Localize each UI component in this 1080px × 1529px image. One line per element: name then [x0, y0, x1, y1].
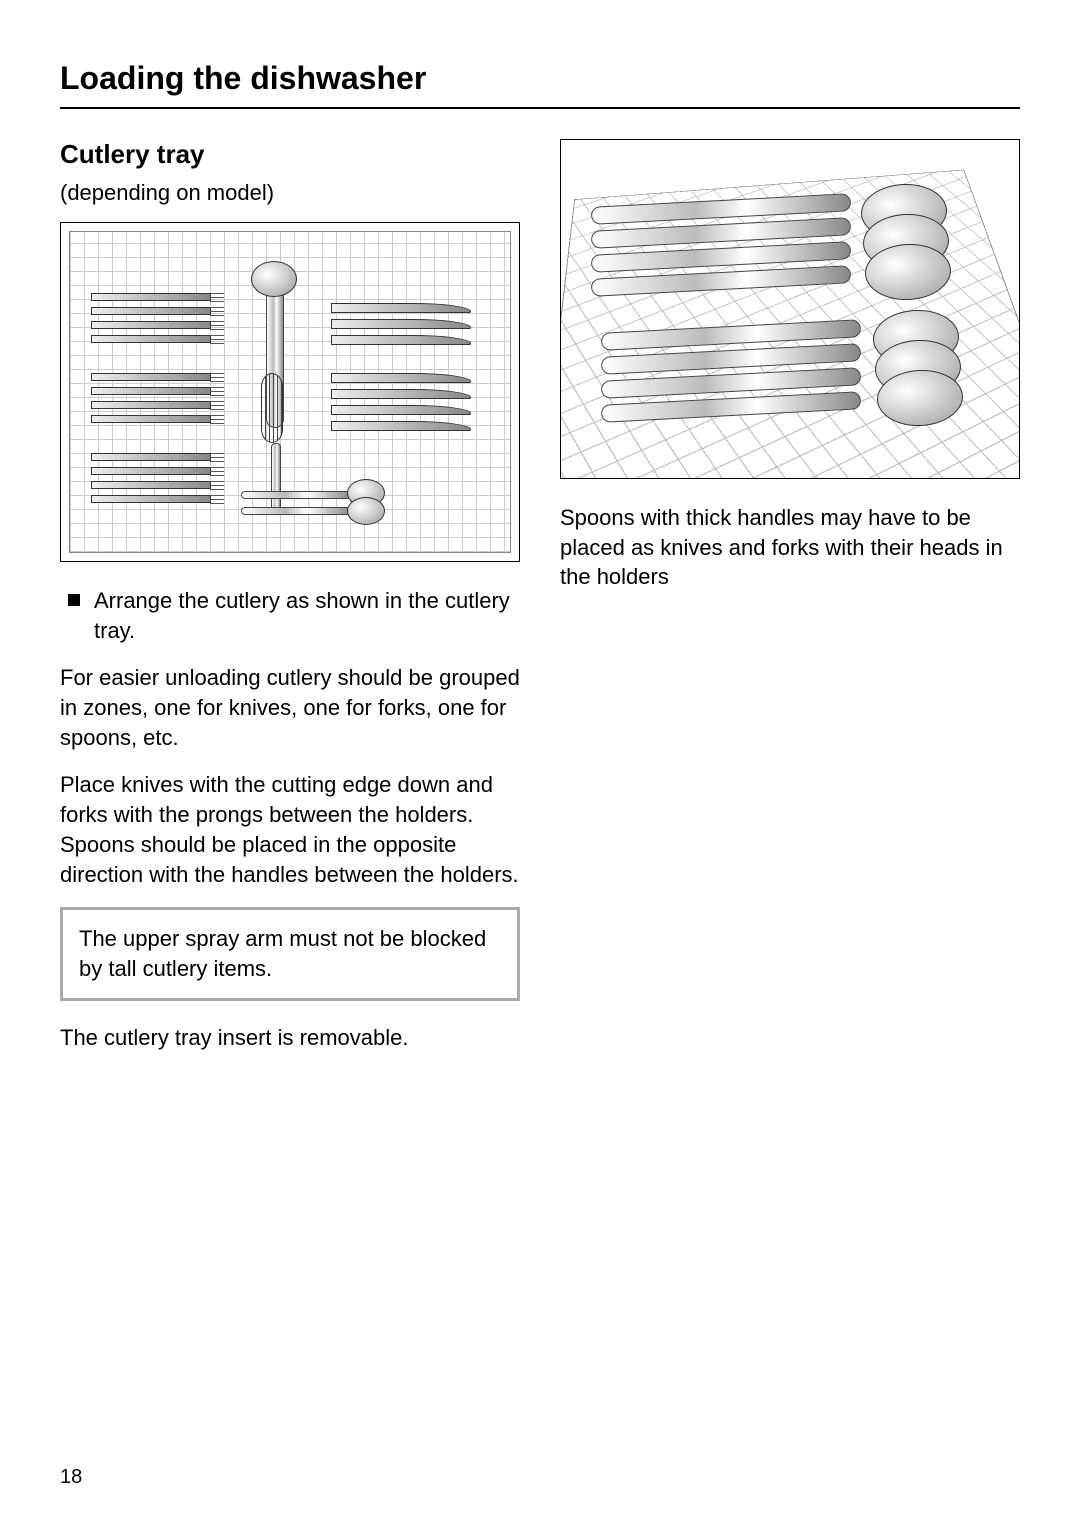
figure-spoons-thick-handles — [560, 139, 1020, 479]
fork-icon — [91, 335, 211, 343]
right-column: Spoons with thick handles may have to be… — [560, 139, 1020, 1070]
fork-icon — [91, 293, 211, 301]
square-bullet-icon — [68, 594, 80, 606]
fork-icon — [91, 373, 211, 381]
knife-icon — [331, 389, 471, 399]
fork-icon — [91, 307, 211, 315]
fork-icon — [91, 387, 211, 395]
spoon-handle-icon — [241, 491, 351, 499]
paragraph-zones: For easier unloading cutlery should be g… — [60, 663, 520, 752]
fork-icon — [91, 467, 211, 475]
serving-spoon-head-icon — [251, 261, 297, 297]
spoon-head-icon — [347, 497, 385, 525]
fork-icon — [91, 321, 211, 329]
fork-icon — [91, 401, 211, 409]
whisk-handle-icon — [271, 443, 281, 513]
knife-icon — [331, 319, 471, 329]
figure-caption-spoons: Spoons with thick handles may have to be… — [560, 503, 1020, 592]
note-box-spray-arm: The upper spray arm must not be blocked … — [60, 907, 520, 1000]
page-number: 18 — [60, 1466, 82, 1489]
content-columns: Cutlery tray (depending on model) — [60, 139, 1020, 1070]
fork-icon — [91, 453, 211, 461]
knife-icon — [331, 335, 471, 345]
knife-icon — [331, 421, 471, 431]
knife-icon — [331, 303, 471, 313]
whisk-icon — [261, 373, 283, 443]
left-column: Cutlery tray (depending on model) — [60, 139, 520, 1070]
knife-icon — [331, 405, 471, 415]
bullet-item: Arrange the cutlery as shown in the cutl… — [60, 586, 520, 645]
figure-cutlery-tray-layout — [60, 222, 520, 562]
section-subtitle: (depending on model) — [60, 180, 520, 206]
fork-icon — [91, 415, 211, 423]
fork-icon — [91, 481, 211, 489]
knife-icon — [331, 373, 471, 383]
section-heading-cutlery-tray: Cutlery tray — [60, 139, 520, 170]
spoon-handle-icon — [241, 507, 351, 515]
fork-icon — [91, 495, 211, 503]
paragraph-removable: The cutlery tray insert is removable. — [60, 1023, 520, 1053]
bullet-text: Arrange the cutlery as shown in the cutl… — [94, 586, 520, 645]
page-title: Loading the dishwasher — [60, 60, 1020, 109]
paragraph-placement: Place knives with the cutting edge down … — [60, 770, 520, 889]
